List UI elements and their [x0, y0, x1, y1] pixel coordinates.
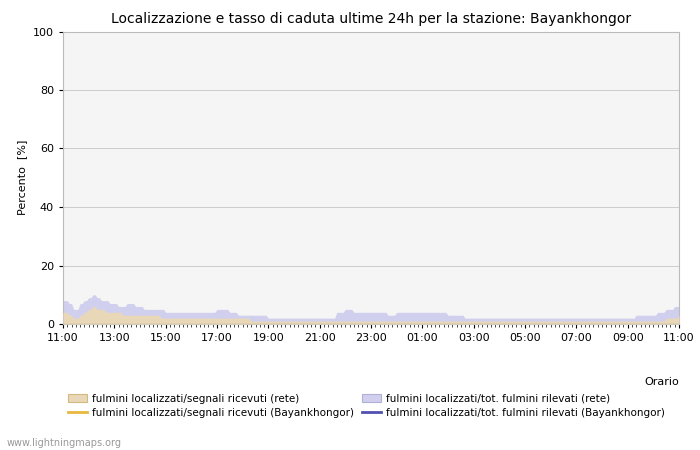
Text: www.lightningmaps.org: www.lightningmaps.org	[7, 438, 122, 448]
Y-axis label: Percento  [%]: Percento [%]	[18, 140, 27, 216]
Text: Orario: Orario	[644, 377, 679, 387]
Legend: fulmini localizzati/segnali ricevuti (rete), fulmini localizzati/segnali ricevut: fulmini localizzati/segnali ricevuti (re…	[68, 394, 665, 418]
Title: Localizzazione e tasso di caduta ultime 24h per la stazione: Bayankhongor: Localizzazione e tasso di caduta ultime …	[111, 12, 631, 26]
